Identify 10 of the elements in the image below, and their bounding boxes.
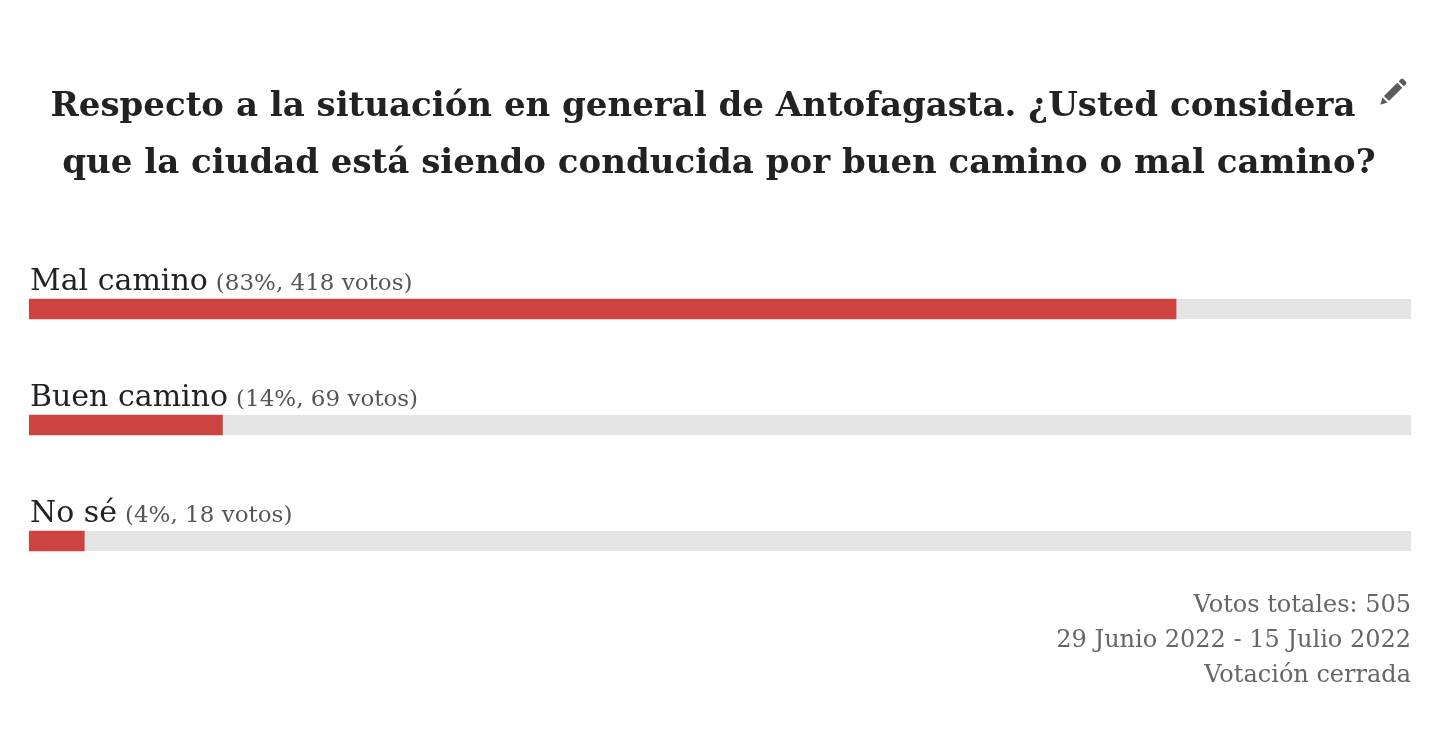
chart-title: Respecto a la situación en general de Antofagasta. ¿Usted considera que la ciudad está siendo conducida por buen camino o mal camino? xyxy=(50,84,1376,181)
text: 29 Junio 2022 - 15 Julio 2022 xyxy=(1055,624,1411,655)
data-label: (4%, 18 votos) xyxy=(125,501,293,527)
text: Votos totales: 505 xyxy=(1192,589,1411,620)
text: Votación cerrada xyxy=(1203,659,1411,690)
y-tick-label: Buen camino xyxy=(30,378,229,413)
data-label: (14%, 69 votos) xyxy=(236,385,419,411)
data-label: (83%, 418 votos) xyxy=(215,269,413,295)
y-tick-label: Mal camino xyxy=(30,262,208,297)
y-tick-label: No sé xyxy=(30,494,117,529)
